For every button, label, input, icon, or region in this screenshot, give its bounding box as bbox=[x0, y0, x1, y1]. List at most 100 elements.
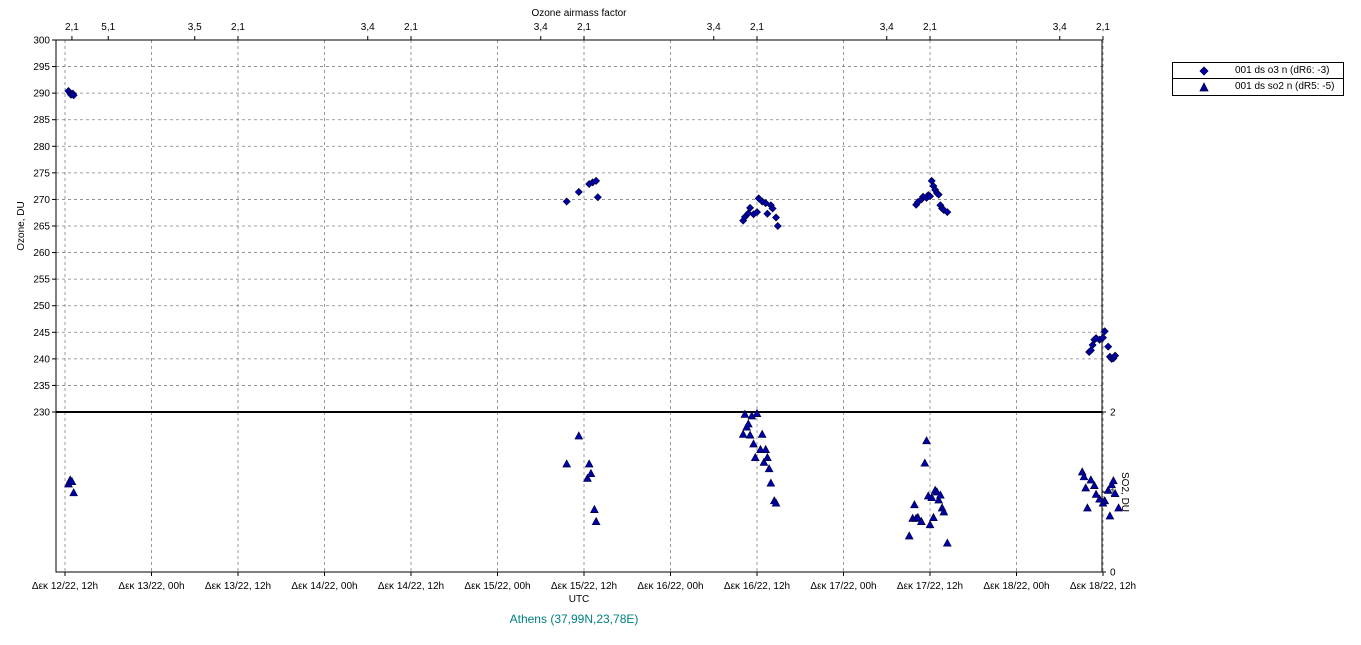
so2-point bbox=[939, 507, 949, 516]
diamond-marker-icon bbox=[1199, 66, 1209, 76]
so2-point bbox=[67, 476, 77, 485]
so2-point bbox=[749, 439, 758, 448]
y-tick-label: 295 bbox=[33, 62, 50, 73]
location-footer: Athens (37,99N,23,78E) bbox=[510, 612, 639, 626]
x-tick-label: Δεκ 16/22, 00h bbox=[637, 581, 703, 592]
so2-point bbox=[591, 516, 601, 525]
y-tick-label: 235 bbox=[33, 381, 50, 392]
top-tick-label: 3,4 bbox=[534, 22, 548, 33]
so2-point bbox=[756, 444, 765, 453]
so2-point bbox=[929, 512, 938, 521]
so2-point bbox=[766, 478, 776, 487]
top-tick-label: 3,4 bbox=[1053, 22, 1067, 33]
y-tick-label: 280 bbox=[33, 142, 50, 153]
so2-point bbox=[759, 457, 769, 466]
top-tick-label: 5,1 bbox=[101, 22, 115, 33]
ozone-point bbox=[746, 203, 755, 212]
ozone-point bbox=[763, 209, 772, 218]
x-tick-label: Δεκ 12/22, 12h bbox=[32, 581, 98, 592]
y-tick-label: 285 bbox=[33, 115, 50, 126]
top-tick-label: 2,1 bbox=[923, 22, 937, 33]
axis-ticks: 300 295 290 285 280 275 270 265 260 255 250 245 240 2… bbox=[32, 22, 1136, 592]
data-points bbox=[64, 87, 1123, 547]
so2-point bbox=[927, 492, 937, 501]
legend-item-ozone: 001 ds o3 n (dR6: -3) bbox=[1173, 63, 1343, 79]
x-tick-label: Δεκ 17/22, 12h bbox=[897, 581, 963, 592]
so2-point bbox=[771, 498, 781, 507]
so2-point bbox=[1105, 511, 1115, 520]
ozone-point bbox=[1099, 333, 1107, 342]
so2-point bbox=[925, 520, 935, 529]
top-tick-label: 2,1 bbox=[231, 22, 245, 33]
so2-point bbox=[1079, 472, 1089, 481]
x-tick-label: Δεκ 15/22, 12h bbox=[551, 581, 617, 592]
legend-label-ozone: 001 ds o3 n (dR6: -3) bbox=[1235, 65, 1330, 76]
so2-point bbox=[764, 464, 774, 473]
so2-point bbox=[757, 429, 767, 438]
legend: 001 ds o3 n (dR6: -3) 001 ds so2 n (dR5:… bbox=[1172, 62, 1344, 96]
so2-point bbox=[762, 452, 772, 461]
so2-point bbox=[932, 487, 942, 496]
so2-point bbox=[1086, 475, 1096, 484]
so2-point bbox=[740, 409, 750, 418]
so2-point bbox=[1110, 488, 1120, 497]
so2-point bbox=[1103, 485, 1113, 494]
top-axis-title: Ozone airmass factor bbox=[531, 8, 627, 19]
so2-point bbox=[1114, 503, 1123, 512]
ozone-point bbox=[943, 208, 952, 217]
top-tick-label: 3,5 bbox=[188, 22, 202, 33]
y2-tick-label: 0 bbox=[1110, 568, 1116, 579]
y-tick-label: 250 bbox=[33, 301, 50, 312]
so2-point bbox=[1107, 480, 1117, 489]
y-tick-label: 230 bbox=[33, 408, 50, 419]
so2-point bbox=[586, 468, 596, 477]
y2-tick-label: 2 bbox=[1110, 408, 1116, 419]
ozone-point bbox=[772, 213, 781, 222]
top-tick-label: 2,1 bbox=[750, 22, 764, 33]
ozone-point bbox=[1100, 327, 1109, 336]
so2-point bbox=[1089, 480, 1099, 489]
so2-point bbox=[761, 444, 771, 453]
so2-point bbox=[920, 458, 930, 467]
x-tick-label: Δεκ 18/22, 00h bbox=[983, 581, 1049, 592]
so2-point bbox=[922, 436, 931, 445]
y-tick-label: 270 bbox=[33, 195, 50, 206]
so2-point bbox=[750, 452, 760, 461]
y-axis-label-so2: SO2, DU bbox=[1119, 472, 1130, 512]
x-tick-label: Δεκ 13/22, 12h bbox=[205, 581, 271, 592]
triangle-marker-icon bbox=[1199, 82, 1209, 92]
so2-point bbox=[1108, 476, 1118, 485]
so2-point bbox=[562, 459, 572, 468]
x-tick-label: Δεκ 15/22, 00h bbox=[464, 581, 530, 592]
x-axis-label: UTC bbox=[569, 594, 590, 605]
so2-point bbox=[589, 504, 599, 513]
legend-item-so2: 001 ds so2 n (dR5: -5) bbox=[1173, 79, 1343, 95]
ozone-point bbox=[1111, 351, 1120, 360]
so2-point bbox=[583, 473, 592, 482]
y-tick-label: 265 bbox=[33, 222, 50, 233]
so2-point bbox=[913, 512, 923, 521]
so2-point bbox=[916, 516, 926, 525]
x-tick-label: Δεκ 18/22, 12h bbox=[1070, 581, 1136, 592]
x-tick-label: Δεκ 17/22, 00h bbox=[810, 581, 876, 592]
ozone-point bbox=[562, 197, 571, 206]
top-tick-label: 2,1 bbox=[404, 22, 418, 33]
top-tick-label: 3,4 bbox=[707, 22, 721, 33]
legend-divider bbox=[1173, 78, 1343, 79]
y-tick-label: 300 bbox=[33, 36, 50, 47]
so2-point bbox=[1095, 494, 1104, 503]
so2-point bbox=[942, 538, 952, 547]
so2-point bbox=[745, 430, 755, 439]
y-tick-label: 275 bbox=[33, 168, 50, 179]
so2-point bbox=[69, 488, 79, 497]
so2-point bbox=[584, 459, 594, 468]
x-tick-label: Δεκ 14/22, 00h bbox=[291, 581, 357, 592]
x-tick-label: Δεκ 13/22, 00h bbox=[118, 581, 184, 592]
so2-point bbox=[1083, 503, 1092, 512]
y-tick-label: 245 bbox=[33, 328, 50, 339]
so2-point bbox=[752, 408, 762, 417]
grid bbox=[56, 40, 1104, 572]
y-axis-label-ozone: Ozone, DU bbox=[16, 201, 27, 250]
so2-point bbox=[738, 429, 748, 438]
x-tick-label: Δεκ 16/22, 12h bbox=[724, 581, 790, 592]
